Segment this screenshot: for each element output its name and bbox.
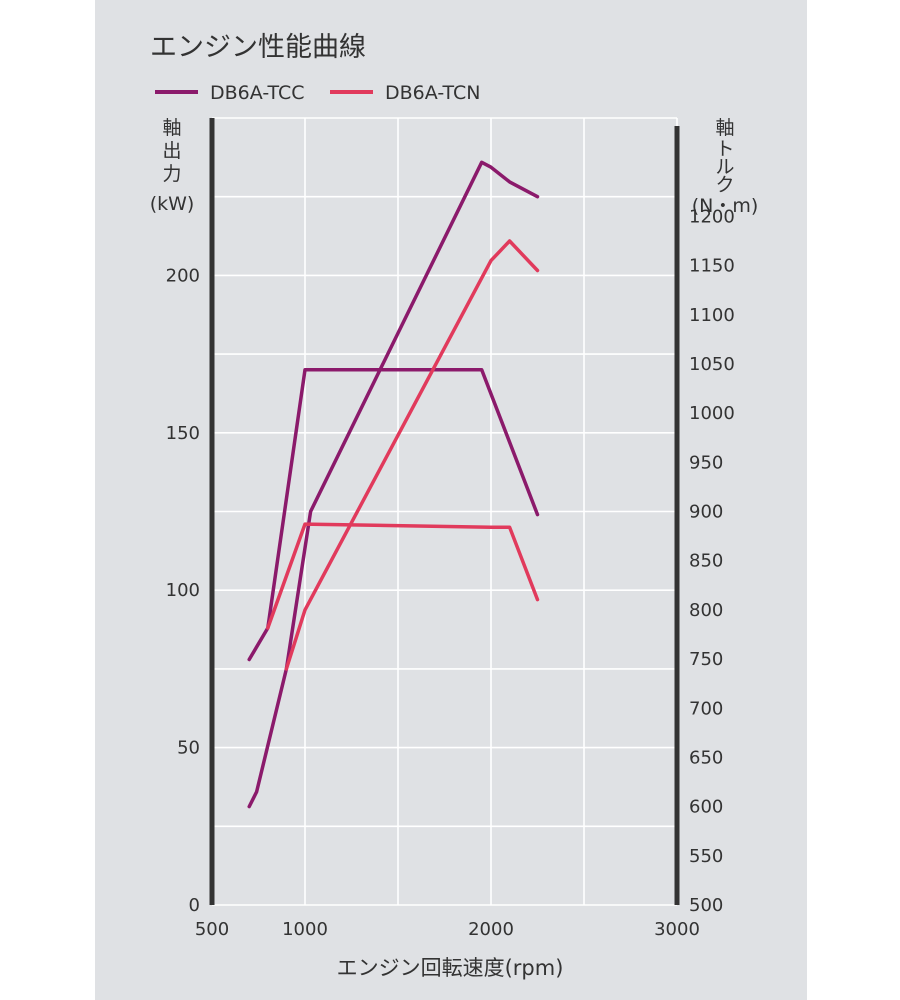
left-axis-label-unit: (kW) — [150, 193, 195, 215]
right-axis-label-char: 軸 — [715, 117, 734, 139]
x-tick-label: 500 — [195, 919, 229, 940]
x-tick-label: 2000 — [468, 919, 514, 940]
right-axis-label-char: ク — [715, 174, 734, 196]
y-right-tick-label: 600 — [689, 797, 723, 818]
left-axis-label-char: 力 — [162, 163, 181, 185]
y-right-tick-label: 750 — [689, 649, 723, 670]
right-axis-label-unit: (N・m) — [692, 195, 759, 217]
left-axis-label-char: 軸 — [162, 117, 181, 139]
y-right-tick-label: 1100 — [689, 305, 735, 326]
axes — [209, 118, 680, 905]
y-right-tick-label: 700 — [689, 698, 723, 719]
y-right-tick-label: 1000 — [689, 403, 735, 424]
y-right-tick-label: 650 — [689, 747, 723, 768]
chart-title: エンジン性能曲線 — [150, 32, 366, 63]
tick-labels: 500 1000 2000 3000 0 50 100 150 200 500 550 600 650 7… — [166, 206, 735, 940]
right-axis-label-char: ト — [715, 138, 734, 160]
y-left-tick-label: 200 — [166, 265, 200, 286]
y-left-tick-label: 0 — [189, 895, 200, 916]
series — [247, 160, 540, 809]
y-left-tick-label: 150 — [166, 423, 200, 444]
y-left-tick-label: 50 — [177, 738, 200, 759]
series-line-db6a-tcc-torque — [247, 160, 540, 809]
y-right-tick-label: 1150 — [689, 256, 735, 277]
y-right-tick-label: 850 — [689, 551, 723, 572]
right-axis-label: 軸 ト ル ク (N・m) — [692, 117, 759, 217]
legend-label-db6a-tcn: DB6A-TCN — [385, 82, 480, 104]
left-axis-label: 軸 出 力 (kW) — [150, 117, 195, 215]
legend-label-db6a-tcc: DB6A-TCC — [210, 82, 304, 104]
y-right-tick-label: 1050 — [689, 354, 735, 375]
series-line-db6a-tcn-power — [266, 522, 540, 630]
y-right-tick-label: 500 — [689, 895, 723, 916]
y-right-tick-label: 1200 — [689, 206, 735, 227]
y-right-tick-label: 550 — [689, 846, 723, 867]
series-line-db6a-tcn-torque — [284, 239, 540, 671]
y-right-tick-label: 800 — [689, 600, 723, 621]
x-tick-label: 1000 — [282, 919, 328, 940]
x-axis-label: エンジン回転速度(rpm) — [337, 956, 564, 980]
right-axis-label-char: ル — [715, 156, 734, 178]
y-right-tick-label: 900 — [689, 502, 723, 523]
x-tick-label: 3000 — [654, 919, 700, 940]
y-right-tick-label: 950 — [689, 452, 723, 473]
y-left-tick-label: 100 — [166, 580, 200, 601]
legend: DB6A-TCC DB6A-TCN — [155, 82, 480, 104]
series-line-db6a-tcc-power — [247, 368, 540, 662]
left-axis-label-char: 出 — [162, 140, 181, 162]
